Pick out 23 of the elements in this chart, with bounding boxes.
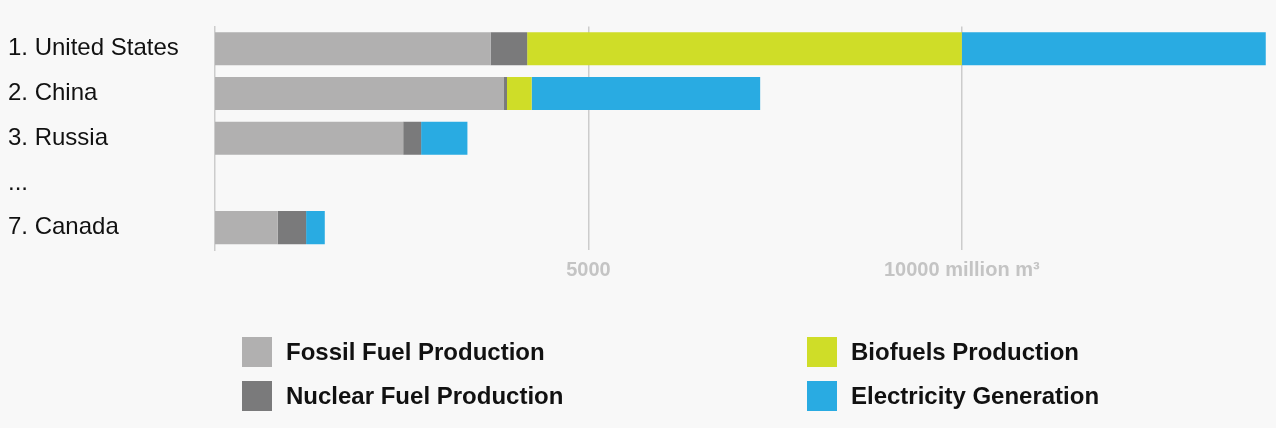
bar [215,121,404,155]
bar [277,211,307,245]
y-tick-label: 1. United States [8,33,179,61]
legend-label: Fossil Fuel Production [286,338,545,366]
bar [531,76,761,111]
bar [215,76,505,111]
bar [215,211,278,245]
bar [504,76,507,111]
bar [490,32,528,66]
bar [306,211,325,245]
legend-label: Biofuels Production [851,338,1079,366]
y-tick-label: ... [8,167,29,195]
legend-label: Electricity Generation [851,382,1100,410]
bar [527,32,962,66]
bar [421,121,468,155]
bar [507,76,532,111]
y-tick-label: 7. Canada [8,212,120,240]
bar [403,121,422,155]
bar [215,32,491,66]
bar [961,32,1266,66]
legend-label: Nuclear Fuel Production [286,382,564,410]
y-tick-label: 2. China [8,78,99,106]
y-tick-label: 3. Russia [8,122,109,150]
